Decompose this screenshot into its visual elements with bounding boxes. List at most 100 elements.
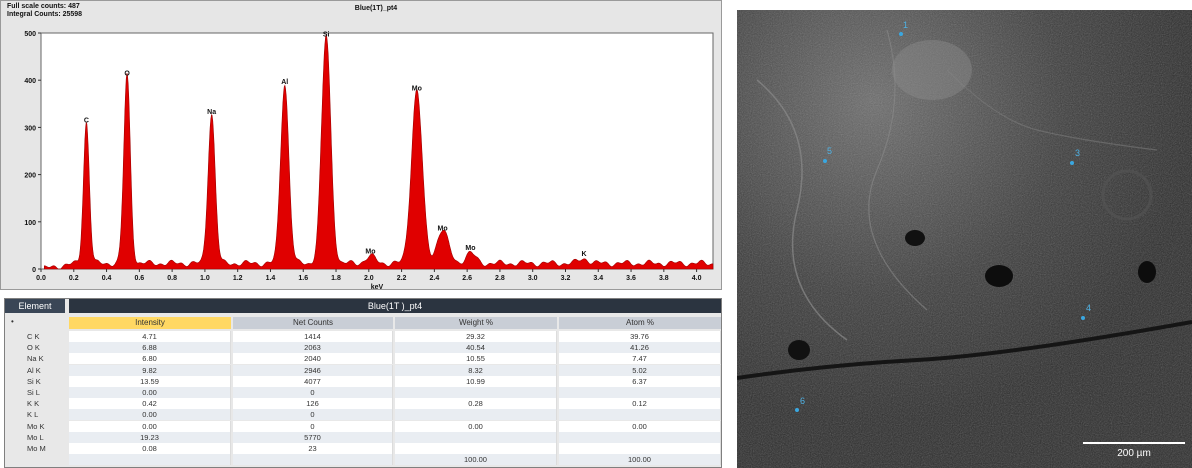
x-tick-label: 0.4 [102,275,112,282]
x-tick-label: 0.8 [167,275,177,282]
x-tick-label: 3.6 [626,275,636,282]
table-cell [233,454,393,466]
table-cell: 100.00 [395,454,557,466]
group-title: Blue(1T )_pt4 [69,299,721,313]
table-cell: 10.99 [395,375,557,387]
y-tick-label: 500 [24,31,36,38]
table-cell: 7.47 [559,353,721,365]
table-cell: 126 [233,398,393,410]
col-intensity[interactable]: Intensity [69,317,231,329]
x-tick-label: 1.2 [233,275,243,282]
x-tick-label: 1.4 [266,275,276,282]
scale-bar-label: 200 µm [1117,448,1151,459]
peak-label: Mo [412,86,422,93]
spectrum-series [43,33,714,270]
table-cell [395,387,557,398]
element-name: Si K [27,376,41,386]
table-cell: 2946 [233,364,393,376]
point-marker-4[interactable] [1081,316,1085,320]
table-row: Mo K 0.00 0 0.00 0.00 [5,420,721,432]
table-cell: 9.82 [69,364,231,376]
table-cell: 4077 [233,375,393,387]
peak-label: Mo [438,225,448,232]
y-tick-label: 400 [24,78,36,85]
sem-micrograph [737,10,1192,468]
eds-report-panel: Full scale counts: 487 Integral Counts: … [0,0,724,468]
quant-table: Element Blue(1T )_pt4 • Intensity Net Co… [4,298,722,468]
table-cell: 6.88 [69,342,231,354]
point-marker-1[interactable] [899,32,903,36]
table-cell: 39.76 [559,331,721,342]
table-cell: 0.00 [395,420,557,432]
x-tick-label: 2.8 [495,275,505,282]
table-cell [559,409,721,421]
table-cell: 2040 [233,353,393,365]
table-cell: 0.00 [69,420,231,432]
peak-label: Na [207,109,216,116]
peak-label: Si [323,31,330,38]
element-name: Al K [27,365,41,375]
table-cell: 0.00 [69,387,231,398]
table-cell: 13.59 [69,375,231,387]
point-marker-6[interactable] [795,408,799,412]
table-cell: 0.42 [69,398,231,410]
table-cell: 5.02 [559,364,721,376]
table-cell: 6.37 [559,375,721,387]
table-row: Mo L 19.23 5770 [5,431,721,443]
x-tick-label: 0.0 [36,275,46,282]
x-tick-label: 1.8 [331,275,341,282]
peak-label: K [581,251,586,258]
element-name: O K [27,343,40,353]
table-cell: 41.26 [559,342,721,354]
table-cell: 0 [233,409,393,421]
x-tick-label: 0.2 [69,275,79,282]
element-name: Na K [27,354,44,364]
col-net-counts[interactable]: Net Counts [233,317,393,329]
element-name: Mo K [27,421,45,431]
spectrum-panel: Full scale counts: 487 Integral Counts: … [0,0,722,291]
table-cell: 8.32 [395,364,557,376]
peak-label: Al [281,79,288,86]
point-label-1: 1 [903,20,909,30]
x-tick-label: 3.2 [561,275,571,282]
point-label-6: 6 [800,396,806,406]
table-cell: 0 [233,387,393,398]
table-cell: 0.08 [69,443,231,454]
table-cell: 19.23 [69,431,231,443]
spectrum-chart: 0 100 200 300 400 500 0.0 0.2 0.4 0.6 0.8 1.0 1.2 1.4… [24,31,714,291]
y-tick-label: 100 [24,220,36,227]
peak-label: C [84,118,89,125]
col-atom[interactable]: Atom % [559,317,721,329]
element-name: C K [27,332,40,341]
x-tick-label: 2.4 [429,275,439,282]
peak-label: Mo [365,248,375,255]
table-cell: 40.54 [395,342,557,354]
table-cell: 0.28 [395,398,557,410]
point-marker-3[interactable] [1070,161,1074,165]
element-name: Mo L [27,432,44,442]
table-row: Na K 6.80 2040 10.55 7.47 [5,353,721,365]
table-cell [395,409,557,421]
point-marker-5[interactable] [823,159,827,163]
peak-label: O [124,70,130,77]
table-cell [559,431,721,443]
table-cell: 1414 [233,331,393,342]
table-cell: 0.00 [69,409,231,421]
x-axis-label: keV [371,284,384,291]
col-weight[interactable]: Weight % [395,317,557,329]
table-cell [559,387,721,398]
x-tick-label: 3.0 [528,275,538,282]
y-tick-label: 200 [24,173,36,180]
x-tick-label: 3.4 [593,275,603,282]
table-cell: 5770 [233,431,393,443]
sem-image: 1 3 5 4 6 200 µm [737,10,1192,468]
element-header: Element [5,299,65,313]
y-tick-label: 0 [32,267,36,274]
row-indicator-icon: • [11,317,14,326]
table-cell: 23 [233,443,393,454]
integral-counts: Integral Counts: 25598 [7,11,83,18]
table-row: Si L 0.00 0 [5,387,721,398]
table-cell: 0 [233,420,393,432]
full-scale-counts: Full scale counts: 487 [7,3,80,10]
x-tick-label: 1.6 [298,275,308,282]
